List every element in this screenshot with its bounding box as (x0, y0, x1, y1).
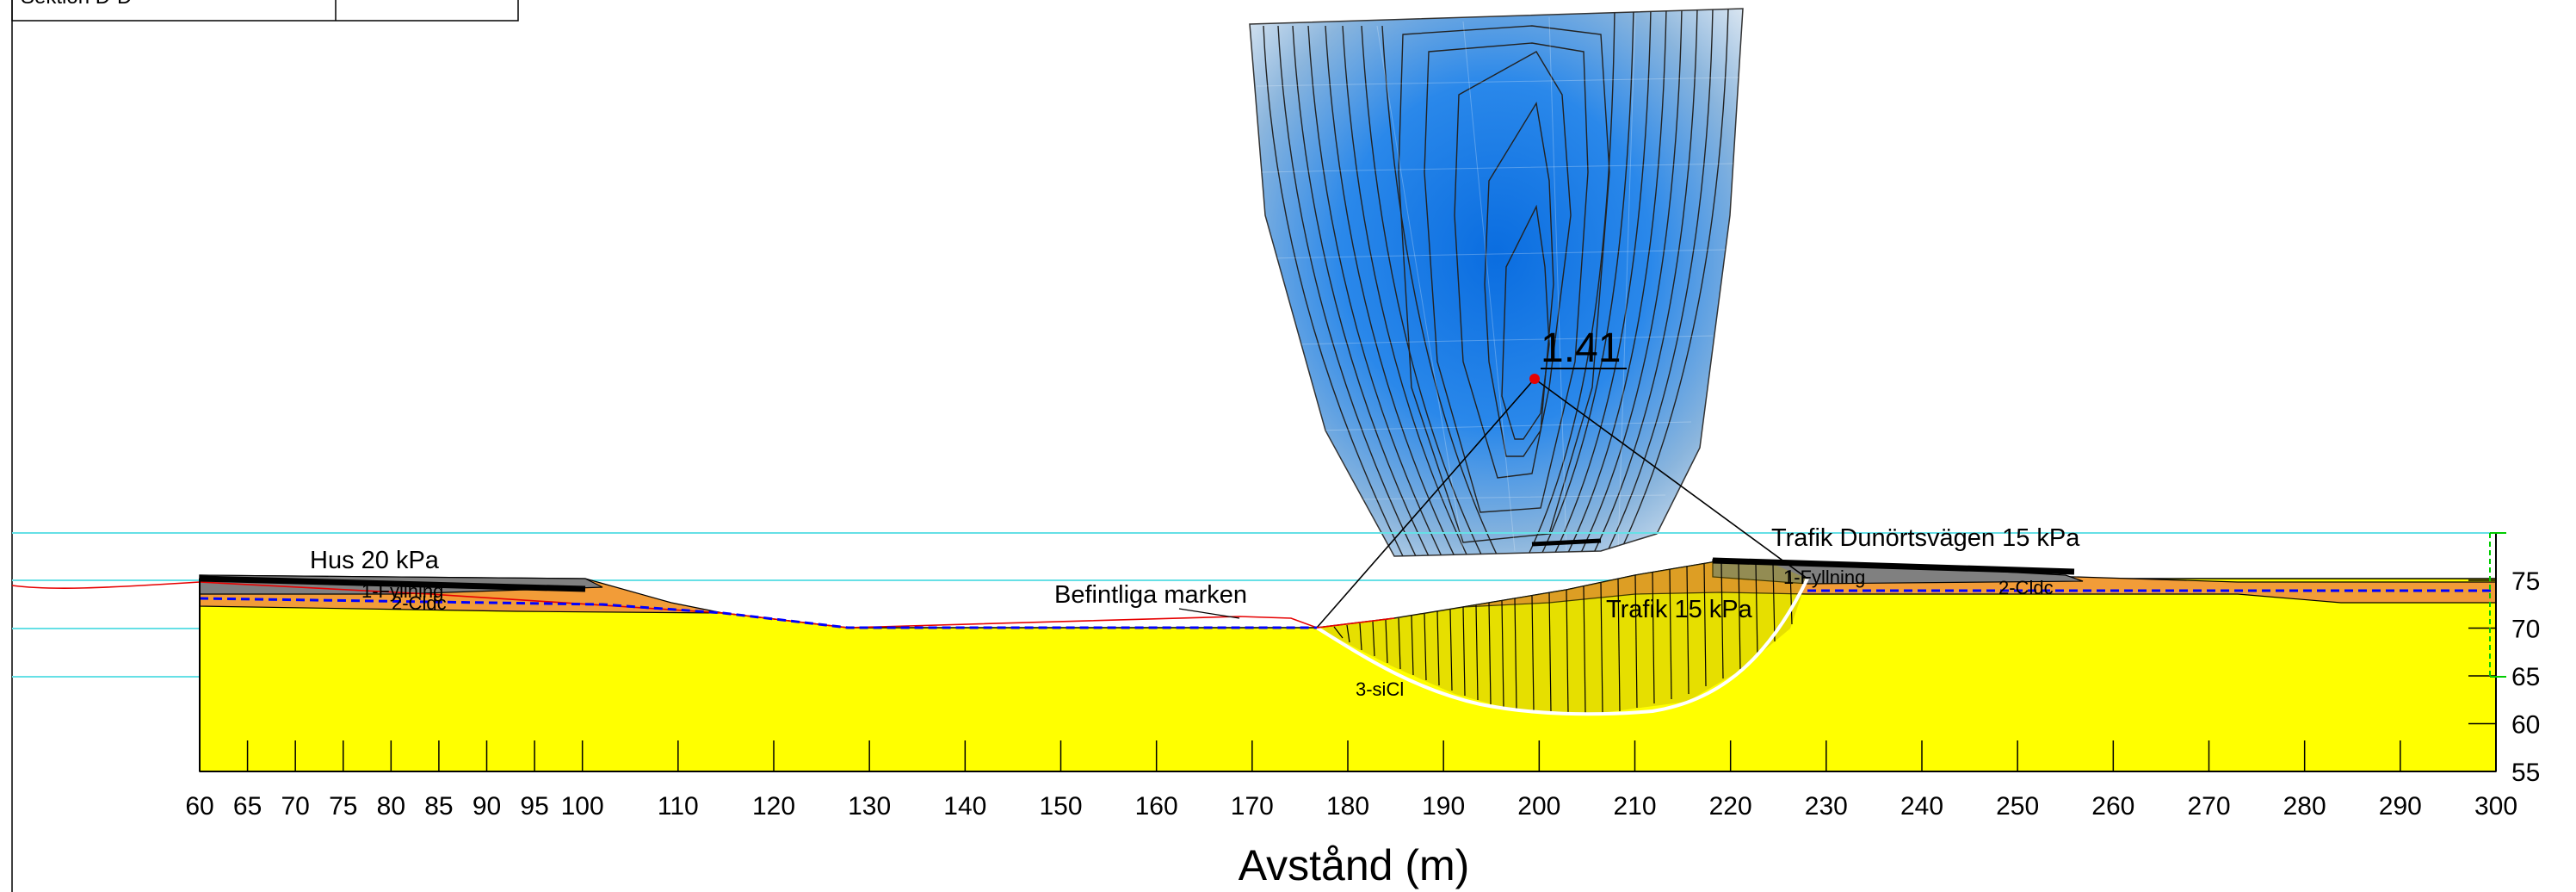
layer-label-fill-left: 1-Fyllning (361, 580, 443, 602)
critical-fos: 1.41 (1529, 325, 1627, 384)
x-tick-label: 280 (2283, 792, 2326, 821)
x-tick-label: 270 (2187, 792, 2230, 821)
x-axis: 60 65 70 75 80 85 90 95 100 110 120 130 140 150 160 170… (185, 534, 2517, 821)
x-tick-label: 130 (848, 792, 891, 821)
water-table (199, 589, 2496, 629)
x-tick-label: 210 (1613, 792, 1656, 821)
x-tick-label: 190 (1422, 792, 1465, 821)
x-tick-label: 140 (943, 792, 986, 821)
layer-label-clay-right: 2-Cldc (1998, 577, 2054, 598)
x-tick-label: 250 (1996, 792, 2039, 821)
slip-slices (1317, 561, 1807, 714)
existing-ground-leader (1178, 608, 1240, 619)
slip-centre-grid (1249, 8, 1744, 557)
x-tick-label: 180 (1326, 792, 1369, 821)
x-tick-label: 60 (185, 792, 213, 821)
x-tick-label: 70 (281, 792, 309, 821)
x-tick-label: 230 (1805, 792, 1848, 821)
section-label: Sektion D-D (21, 0, 132, 9)
critical-centre-point (1529, 374, 1540, 384)
y-tick-label: 70 (2511, 616, 2540, 644)
x-tick-label: 110 (658, 792, 699, 821)
house-load-bar (199, 575, 586, 592)
layer-label-clay-left: 2-Cldc (392, 592, 447, 614)
layer-label-fill-right: 1-Fyllning (1783, 567, 1865, 588)
fos-value: 1.41 (1541, 325, 1621, 371)
traffic-load-label: Trafik 15 kPa (1606, 596, 1753, 623)
y-tick-label: 60 (2511, 711, 2540, 740)
x-axis-title: Avstånd (m) (1239, 841, 1470, 889)
house-load-label: Hus 20 kPa (310, 547, 440, 574)
x-tick-label: 220 (1709, 792, 1752, 821)
x-tick-label: 95 (520, 792, 548, 821)
x-tick-label: 65 (233, 792, 262, 821)
x-tick-label: 100 (561, 792, 604, 821)
y-tick-label: 55 (2511, 759, 2540, 787)
x-tick-label: 120 (752, 792, 795, 821)
road-load-bar (1712, 557, 2075, 575)
x-tick-label: 160 (1135, 792, 1178, 821)
x-tick-label: 85 (424, 792, 453, 821)
x-tick-label: 200 (1517, 792, 1560, 821)
x-tick-label: 80 (377, 792, 405, 821)
x-tick-label: 290 (2379, 792, 2422, 821)
x-tick-label: 300 (2474, 792, 2517, 821)
x-tick-label: 150 (1039, 792, 1082, 821)
y-tick-label: 65 (2511, 663, 2540, 691)
x-tick-label: 260 (2091, 792, 2134, 821)
critical-slip-surface (1315, 578, 1809, 716)
x-tick-label: 90 (473, 792, 501, 821)
y-axis: 55 60 65 70 75 (2468, 532, 2540, 787)
header-table: Sektion D-D (11, 0, 519, 22)
x-tick-label: 75 (329, 792, 357, 821)
road-load-label: Trafik Dunörtsvägen 15 kPa (1771, 524, 2080, 552)
x-tick-label: 240 (1900, 792, 1943, 821)
layer-label-silty-clay: 3-siCl (1356, 678, 1404, 700)
y-tick-label: 75 (2511, 567, 2540, 596)
x-tick-label: 170 (1231, 792, 1274, 821)
slip-radius-lines (1316, 378, 1808, 629)
existing-ground-label: Befintliga marken (1054, 581, 1247, 609)
